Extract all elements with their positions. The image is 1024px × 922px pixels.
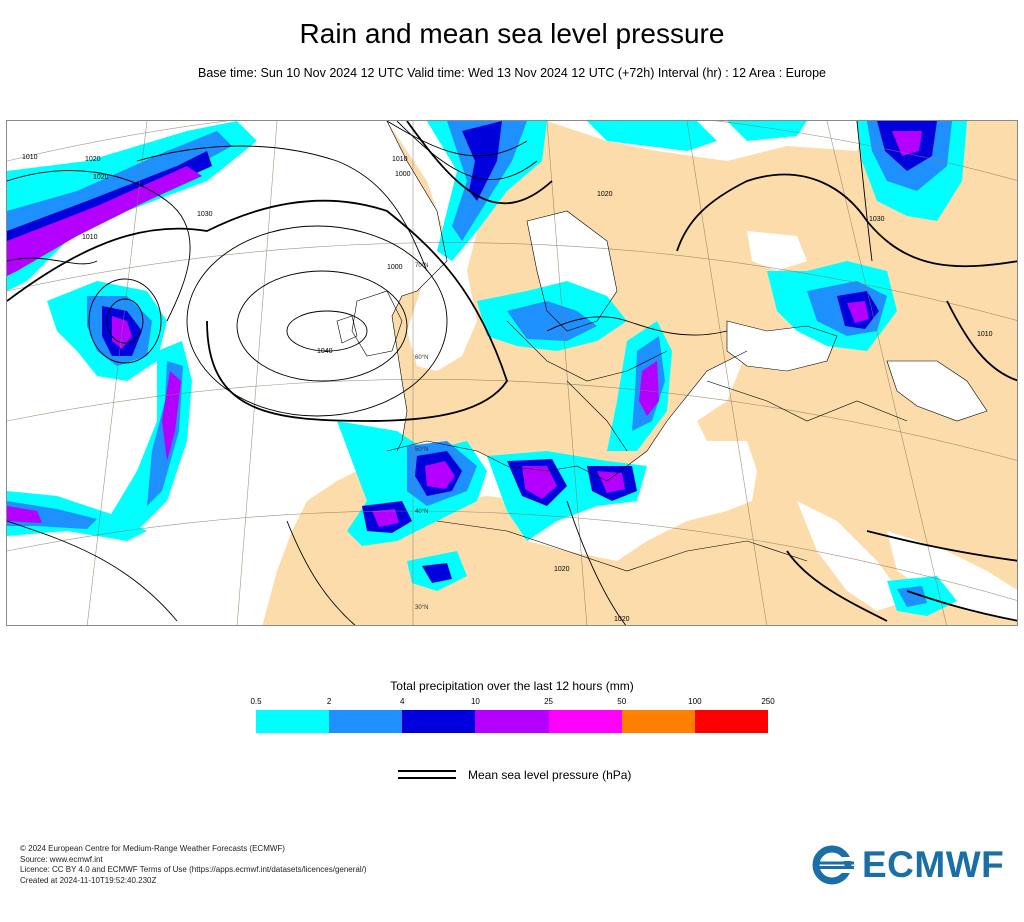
ecmwf-logo[interactable]: ECMWF xyxy=(812,845,1007,885)
chart-subtitle: Base time: Sun 10 Nov 2024 12 UTC Valid … xyxy=(198,66,826,80)
isobar-label: 1020 xyxy=(597,191,613,198)
colorbar-segment xyxy=(256,710,330,733)
weather-map[interactable]: 70°N 60°N 50°N 40°N 30°N xyxy=(6,120,1018,626)
footer-line: © 2024 European Centre for Medium-Range … xyxy=(20,844,285,853)
lat-label: 60°N xyxy=(415,355,428,361)
isobar-label: 1020 xyxy=(554,566,570,573)
colorbar-segment xyxy=(621,710,695,733)
colorbar-tick: 4 xyxy=(400,697,405,706)
mslp-line-thick xyxy=(398,777,456,779)
mslp-line-thin xyxy=(398,770,456,772)
colorbar-tick: 50 xyxy=(617,697,627,706)
lat-label: 70°N xyxy=(415,263,428,269)
isobar-label: 1040 xyxy=(317,348,333,355)
footer-credits: © 2024 European Centre for Medium-Range … xyxy=(20,844,367,886)
isobar-label: 1000 xyxy=(387,264,403,271)
isobar-label: 1020 xyxy=(614,616,630,623)
colorbar-segment xyxy=(694,710,768,733)
lat-label: 40°N xyxy=(415,509,428,515)
map-canvas: 70°N 60°N 50°N 40°N 30°N xyxy=(7,121,1017,625)
colorbar-tick: 25 xyxy=(544,697,554,706)
isobar-label: 1010 xyxy=(977,331,993,338)
colorbar-segment xyxy=(402,710,476,733)
isobars xyxy=(7,121,1017,625)
latitude-labels: 70°N 60°N 50°N 40°N 30°N xyxy=(415,263,428,611)
isobar-label: 1020 xyxy=(85,156,101,163)
colorbar-segment xyxy=(329,710,403,733)
chart-title: Rain and mean sea level pressure xyxy=(299,18,725,49)
ecmwf-logo-icon xyxy=(812,845,858,885)
colorbar-segment xyxy=(475,710,549,733)
colorbar-segment xyxy=(548,710,622,733)
isobar-label: 1020 xyxy=(93,174,109,181)
isobar-labels: 1020 1020 1010 1000 1030 1040 1020 1010 … xyxy=(22,154,993,623)
footer-line: Created at 2024-11-10T19:52:40.230Z xyxy=(20,875,157,885)
colorbar-tick: 100 xyxy=(688,697,702,706)
precip-colorbar xyxy=(256,710,768,733)
ecmwf-logo-text: ECMWF xyxy=(862,844,1005,885)
colorbar-ticks: 0.5 2 4 10 25 50 100 250 xyxy=(250,697,774,707)
lat-label: 50°N xyxy=(415,447,428,453)
colorbar-tick: 2 xyxy=(326,697,332,706)
colorbar-tick: 250 xyxy=(761,697,775,706)
lat-label: 30°N xyxy=(415,605,428,611)
colorbar-tick: 0.5 xyxy=(250,697,262,706)
colorbar-tick: 10 xyxy=(470,697,480,706)
mslp-label: Mean sea level pressure (hPa) xyxy=(468,768,632,782)
isobar-label: 1010 xyxy=(22,154,38,161)
isobar-label: 1000 xyxy=(395,171,411,178)
isobar-label: 1030 xyxy=(197,211,213,218)
footer-line: Licence: CC BY 4.0 and ECMWF Terms of Us… xyxy=(20,865,367,874)
isobar-label: 1030 xyxy=(869,216,885,223)
graticule xyxy=(7,121,1017,625)
footer-line: Source: www.ecmwf.int xyxy=(20,854,103,864)
coastlines xyxy=(336,121,988,572)
isobar-label: 1010 xyxy=(82,234,98,241)
precip-legend-title: Total precipitation over the last 12 hou… xyxy=(390,679,634,693)
isobar-label: 1010 xyxy=(392,156,408,163)
